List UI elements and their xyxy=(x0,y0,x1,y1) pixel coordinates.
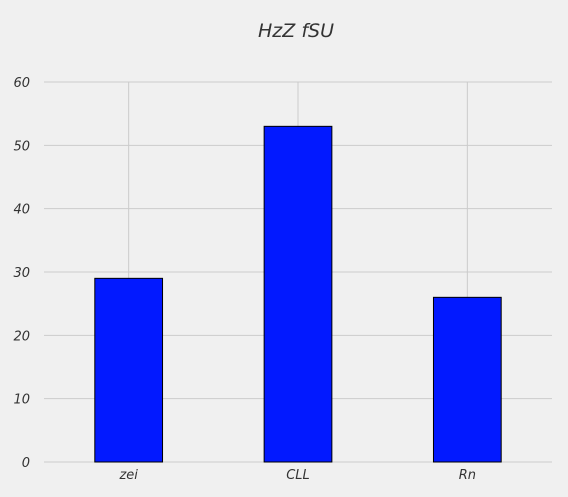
x-tick-label: CLL xyxy=(286,468,310,483)
y-tick-label: 40 xyxy=(13,203,30,218)
bar-Rn xyxy=(432,296,502,463)
x-axis-ticks: zei CLL Rn xyxy=(118,468,476,483)
y-tick-label: 50 xyxy=(13,139,30,154)
chart-title: HzZ fSU xyxy=(258,20,334,42)
x-tick-label: zei xyxy=(118,468,138,483)
y-tick-label: 20 xyxy=(13,329,30,344)
y-tick-label: 30 xyxy=(13,266,30,281)
bar-zei xyxy=(94,277,164,463)
y-tick-label: 10 xyxy=(13,393,30,408)
bar-CLL xyxy=(263,125,333,463)
x-tick-label: Rn xyxy=(459,468,476,483)
bars xyxy=(94,125,502,463)
y-tick-label: 60 xyxy=(13,76,30,91)
y-tick-label: 0 xyxy=(22,456,30,471)
y-axis-ticks: 0 10 20 30 40 50 60 xyxy=(13,76,30,471)
